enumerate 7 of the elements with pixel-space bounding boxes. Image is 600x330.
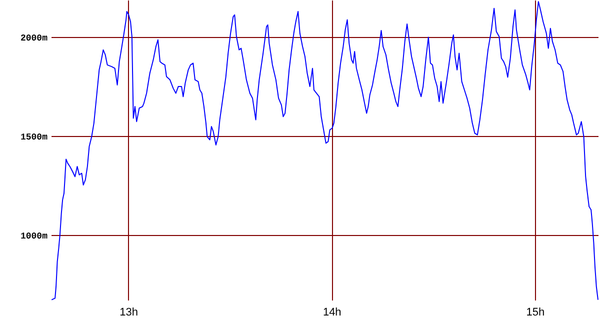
x-tick-label: 14h xyxy=(322,306,342,318)
x-tick-label: 15h xyxy=(526,306,545,318)
line-series xyxy=(51,1,598,300)
y-tick-label: 2000m xyxy=(20,34,48,44)
y-tick-label: 1500m xyxy=(20,132,48,143)
x-tick-label: 13h xyxy=(120,306,138,318)
y-tick-label: 1000m xyxy=(20,232,48,242)
